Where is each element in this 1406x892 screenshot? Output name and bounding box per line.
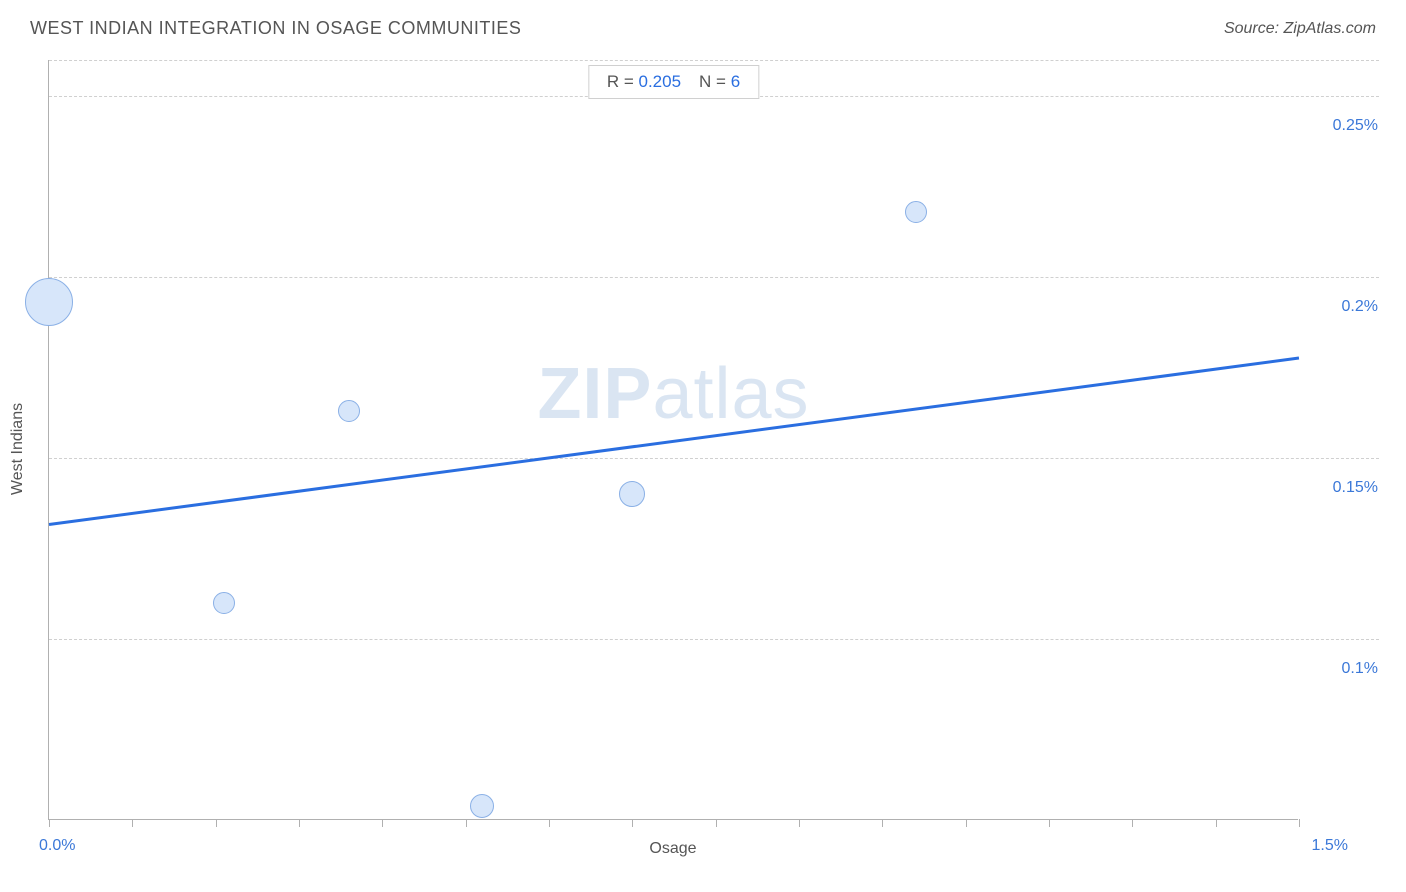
y-tick-label: 0.15% bbox=[1333, 479, 1378, 497]
x-axis-label: Osage bbox=[649, 840, 696, 858]
x-tick bbox=[549, 819, 550, 827]
regression-line bbox=[49, 357, 1299, 526]
stats-box: R = 0.205 N = 6 bbox=[588, 65, 759, 99]
x-tick bbox=[1299, 819, 1300, 827]
x-tick bbox=[382, 819, 383, 827]
data-point bbox=[25, 278, 73, 326]
data-point bbox=[905, 201, 927, 223]
y-tick-label: 0.25% bbox=[1333, 117, 1378, 135]
y-tick-label: 0.2% bbox=[1342, 298, 1378, 316]
chart-title: WEST INDIAN INTEGRATION IN OSAGE COMMUNI… bbox=[30, 18, 521, 39]
data-point bbox=[213, 592, 235, 614]
scatter-chart: 0.1%0.15%0.2%0.25%0.0%1.5%ZIPatlasR = 0.… bbox=[48, 60, 1298, 820]
x-tick bbox=[632, 819, 633, 827]
y-tick-label: 0.1% bbox=[1342, 660, 1378, 678]
x-tick bbox=[216, 819, 217, 827]
x-tick bbox=[1049, 819, 1050, 827]
x-tick bbox=[132, 819, 133, 827]
data-point bbox=[338, 400, 360, 422]
x-tick bbox=[882, 819, 883, 827]
gridline-h bbox=[49, 277, 1379, 278]
data-point bbox=[470, 794, 494, 818]
source-attribution: Source: ZipAtlas.com bbox=[1224, 20, 1376, 38]
x-min-label: 0.0% bbox=[39, 837, 75, 855]
r-stat: R = 0.205 bbox=[607, 72, 681, 92]
gridline-h bbox=[49, 60, 1379, 61]
x-tick bbox=[299, 819, 300, 827]
watermark: ZIPatlas bbox=[537, 353, 809, 435]
x-tick bbox=[799, 819, 800, 827]
x-tick bbox=[466, 819, 467, 827]
n-stat: N = 6 bbox=[699, 72, 740, 92]
gridline-h bbox=[49, 639, 1379, 640]
x-tick bbox=[966, 819, 967, 827]
gridline-h bbox=[49, 458, 1379, 459]
y-axis-label: West Indians bbox=[9, 403, 27, 495]
plot-area: 0.1%0.15%0.2%0.25%0.0%1.5%ZIPatlasR = 0.… bbox=[48, 60, 1298, 820]
x-tick bbox=[716, 819, 717, 827]
x-max-label: 1.5% bbox=[1312, 837, 1348, 855]
x-tick bbox=[1132, 819, 1133, 827]
data-point bbox=[619, 481, 645, 507]
x-tick bbox=[1216, 819, 1217, 827]
x-tick bbox=[49, 819, 50, 827]
